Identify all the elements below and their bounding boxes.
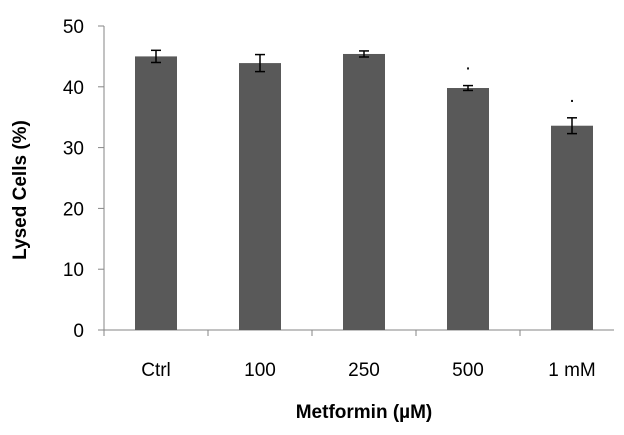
- bar: [343, 53, 385, 331]
- error-bar: [463, 84, 473, 92]
- bar: [551, 125, 593, 330]
- y-tick-label: 0: [73, 321, 84, 342]
- error-bar: [151, 49, 161, 64]
- error-bar: [359, 50, 369, 58]
- bar: [447, 88, 489, 331]
- y-axis: 0 10 20 30 40 50: [63, 17, 105, 342]
- error-bar: [255, 53, 265, 73]
- bar: [239, 63, 281, 330]
- x-tick-label: Ctrl: [141, 360, 171, 381]
- significance-markers: ..: [465, 54, 574, 107]
- y-tick-label: 50: [63, 17, 84, 38]
- bars: [135, 53, 593, 331]
- x-tick-label: 500: [452, 360, 484, 381]
- x-axis: Ctrl 100 250 500 1 mM: [103, 329, 614, 381]
- bar: [135, 56, 177, 331]
- y-tick-label: 40: [63, 78, 84, 99]
- x-axis-title: Metformin (µM): [296, 402, 433, 423]
- y-tick-label: 10: [63, 260, 84, 281]
- y-tick-label: 20: [63, 199, 84, 220]
- x-tick-label: 1 mM: [548, 360, 596, 381]
- error-bar: [567, 117, 577, 135]
- significance-marker: .: [569, 86, 574, 107]
- significance-marker: .: [465, 54, 470, 75]
- y-tick-label: 30: [63, 139, 84, 160]
- y-axis-title: Lysed Cells (%): [10, 120, 31, 260]
- x-tick-label: 250: [348, 360, 380, 381]
- x-tick-label: 100: [244, 360, 276, 381]
- error-bars: [151, 49, 577, 135]
